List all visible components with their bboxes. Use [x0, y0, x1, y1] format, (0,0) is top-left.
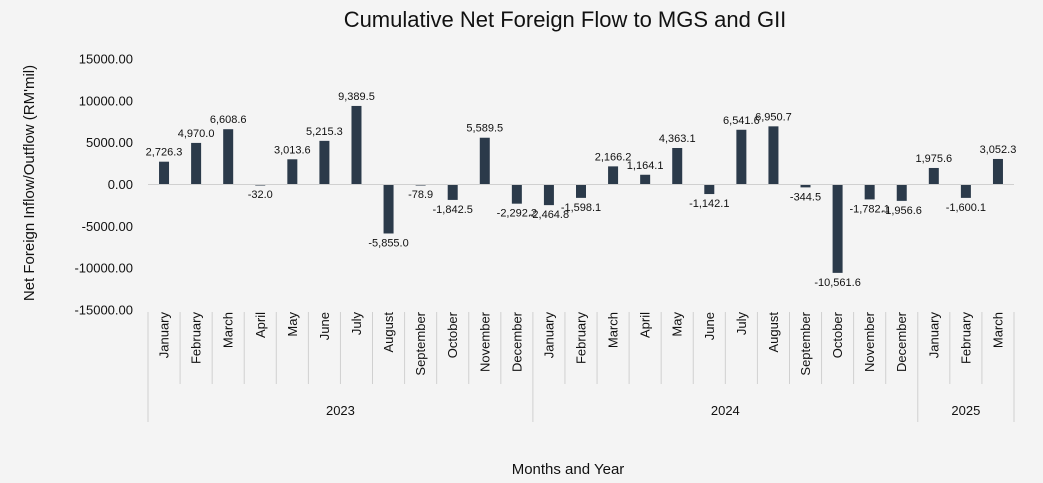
bar [960, 184, 971, 198]
x-tick-label: September [413, 311, 428, 375]
x-tick-label: February [574, 312, 589, 365]
data-label: 6,541.6 [723, 115, 760, 127]
bar [608, 166, 619, 185]
bar [640, 174, 651, 185]
x-axis: January February March April May June July Augu… [147, 184, 1015, 422]
data-label: 1,975.6 [915, 153, 952, 165]
x-tick-label: March [221, 312, 236, 348]
data-label: 5,589.5 [466, 123, 503, 135]
data-label: 4,363.1 [659, 133, 696, 145]
x-tick-label: August [766, 312, 781, 353]
data-label: -5,855.0 [368, 237, 408, 249]
x-tick-label: June [317, 312, 332, 340]
year-group-label: 2024 [711, 403, 740, 418]
y-tick-label: -5000.00 [82, 219, 133, 234]
data-label: 6,608.6 [210, 114, 247, 126]
data-label: 6,950.7 [755, 111, 792, 123]
x-tick-label: November [862, 311, 877, 372]
bar [896, 184, 907, 201]
x-tick-label: January [541, 312, 556, 359]
x-tick-label: May [670, 312, 685, 337]
bar [736, 129, 747, 185]
data-label: 3,013.6 [274, 144, 311, 156]
x-tick-label: October [445, 311, 460, 358]
data-label: 3,052.3 [980, 144, 1017, 156]
x-tick-label: January [157, 312, 172, 359]
x-tick-label: April [253, 312, 268, 338]
x-tick-label: July [349, 312, 364, 336]
bar [351, 105, 362, 185]
x-tick-label: May [285, 312, 300, 337]
data-label: -1,142.1 [689, 198, 729, 210]
x-tick-label: April [638, 312, 653, 338]
y-axis: 15000.00 10000.00 5000.00 0.00 -5000.00 -1000… [74, 52, 133, 318]
y-tick-label: 5000.00 [86, 135, 133, 150]
bar [287, 159, 298, 185]
bar [319, 140, 330, 185]
bar [576, 184, 586, 198]
data-label: -2,464.8 [529, 209, 569, 221]
y-tick-label: -10000.00 [74, 261, 133, 276]
x-tick-label: February [189, 312, 204, 365]
bar [768, 126, 779, 185]
bar [383, 184, 394, 234]
x-axis-title: Months and Year [512, 461, 625, 478]
data-label: 2,166.2 [595, 151, 632, 163]
data-label: 5,215.3 [306, 126, 343, 138]
y-tick-label: 15000.00 [79, 52, 133, 67]
x-tick-label: January [926, 312, 941, 359]
bar [864, 184, 875, 200]
y-tick-label: 10000.00 [79, 93, 133, 108]
bar [832, 184, 843, 273]
bars-group [159, 105, 1003, 273]
bar [800, 184, 811, 188]
x-tick-label: October [830, 311, 845, 358]
data-label: -32.0 [248, 189, 273, 201]
bar [928, 167, 939, 185]
data-label: -1,842.5 [433, 204, 473, 216]
y-tick-label: 0.00 [108, 177, 133, 192]
data-label: -344.5 [790, 191, 821, 203]
x-tick-label: November [477, 311, 492, 372]
data-label: 1,164.1 [627, 160, 664, 172]
year-group-label: 2023 [326, 403, 355, 418]
data-label: 9,389.5 [338, 91, 375, 103]
bar [191, 142, 202, 185]
bar [511, 184, 522, 204]
data-label: -78.9 [408, 189, 433, 201]
y-axis-title: Net Foreign Inflow/Outflow (RM'mil) [21, 65, 38, 301]
x-tick-label: February [958, 312, 973, 365]
data-label: 4,970.0 [178, 128, 215, 140]
data-label: -2,292.2 [497, 208, 537, 220]
x-tick-label: December [509, 311, 524, 372]
bar [223, 129, 234, 185]
x-tick-label: March [990, 312, 1005, 348]
data-label: -1,956.6 [882, 205, 922, 217]
x-tick-label: August [381, 312, 396, 353]
bar [704, 184, 715, 195]
bar [479, 137, 490, 185]
x-tick-label: June [702, 312, 717, 340]
x-tick-label: March [606, 312, 621, 348]
data-label: -1,598.1 [561, 202, 601, 214]
data-label: 2,726.3 [146, 147, 183, 159]
x-tick-label: July [734, 312, 749, 336]
bar [543, 184, 554, 206]
chart-title: Cumulative Net Foreign Flow to MGS and G… [344, 7, 787, 32]
data-labels-group: 2,726.3 4,970.0 6,608.6 -32.0 3,013.6 5,215.3… [146, 91, 1017, 289]
x-tick-label: December [894, 311, 909, 372]
bar [447, 184, 458, 200]
x-tick-label: September [798, 311, 813, 375]
bar [992, 158, 1003, 185]
year-group-label: 2025 [951, 403, 980, 418]
data-label: -1,600.1 [946, 202, 986, 214]
data-label: -10,561.6 [814, 277, 860, 289]
y-tick-label: -15000.00 [74, 303, 133, 318]
data-label: -1,782.1 [849, 203, 889, 215]
bar [159, 161, 170, 185]
bar [672, 147, 683, 185]
